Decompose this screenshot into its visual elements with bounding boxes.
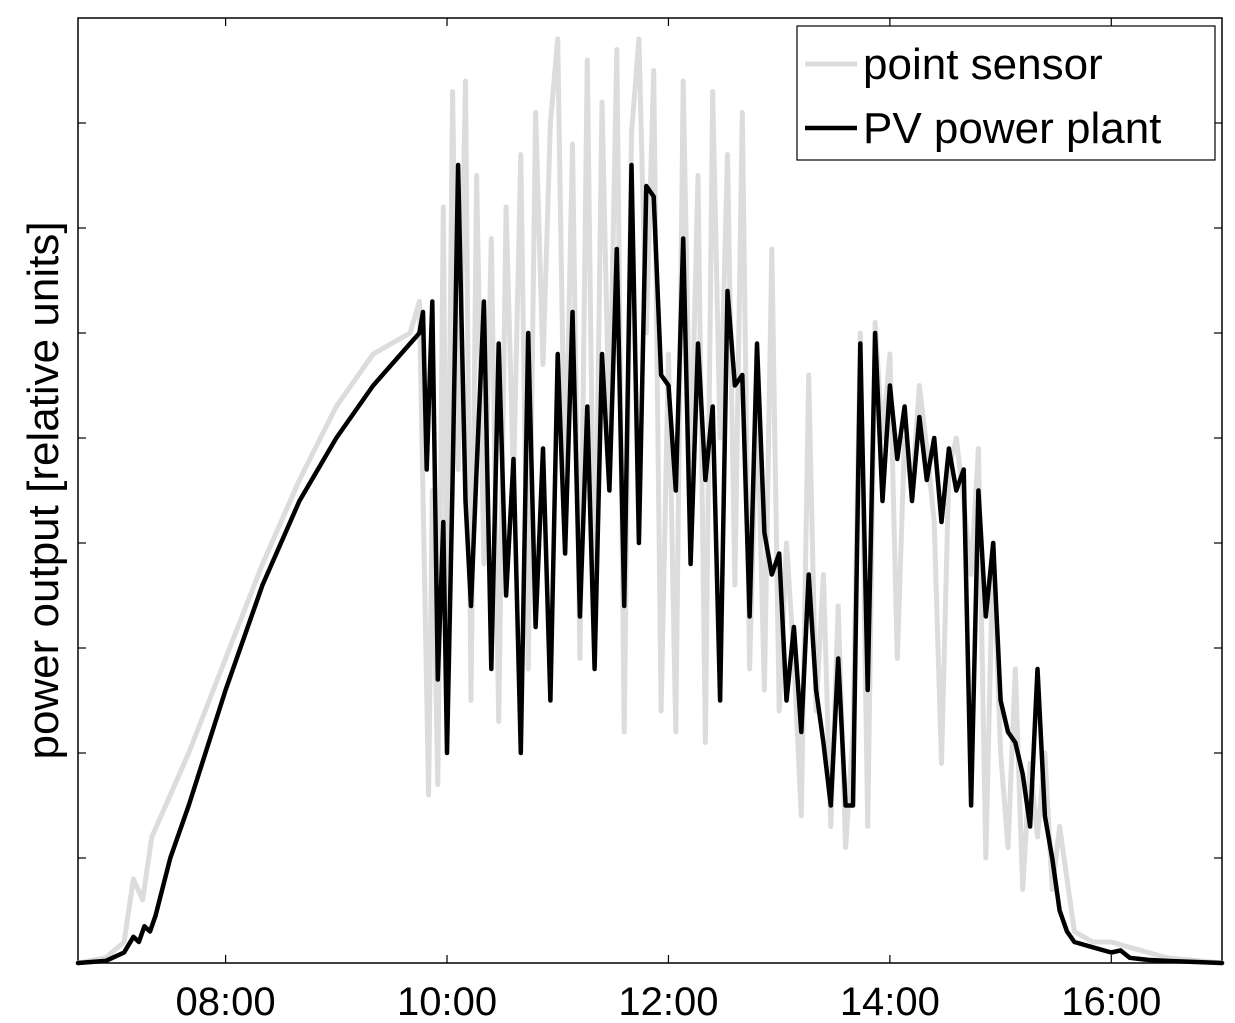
series-layer: [75, 36, 1225, 966]
series-line-pv-power-plant: [75, 162, 1225, 966]
legend-label: PV power plant: [863, 104, 1161, 153]
legend: point sensor PV power plant: [796, 25, 1216, 161]
x-tick-label: 12:00: [618, 980, 718, 1023]
y-axis-label: power output [relative units]: [19, 221, 68, 759]
legend-box: [796, 25, 1216, 161]
ticks-layer: 08:00 10:00 12:00 14:00 16:00: [78, 18, 1222, 1023]
x-tick-label: 08:00: [176, 980, 276, 1023]
x-tick-label: 14:00: [840, 980, 940, 1023]
x-tick-label: 10:00: [397, 980, 497, 1023]
x-tick-label: 16:00: [1061, 980, 1161, 1023]
legend-label: point sensor: [863, 40, 1103, 89]
series-line-point-sensor: [75, 36, 1225, 966]
plot-area: 08:00 10:00 12:00 14:00 16:00: [75, 17, 1225, 1023]
